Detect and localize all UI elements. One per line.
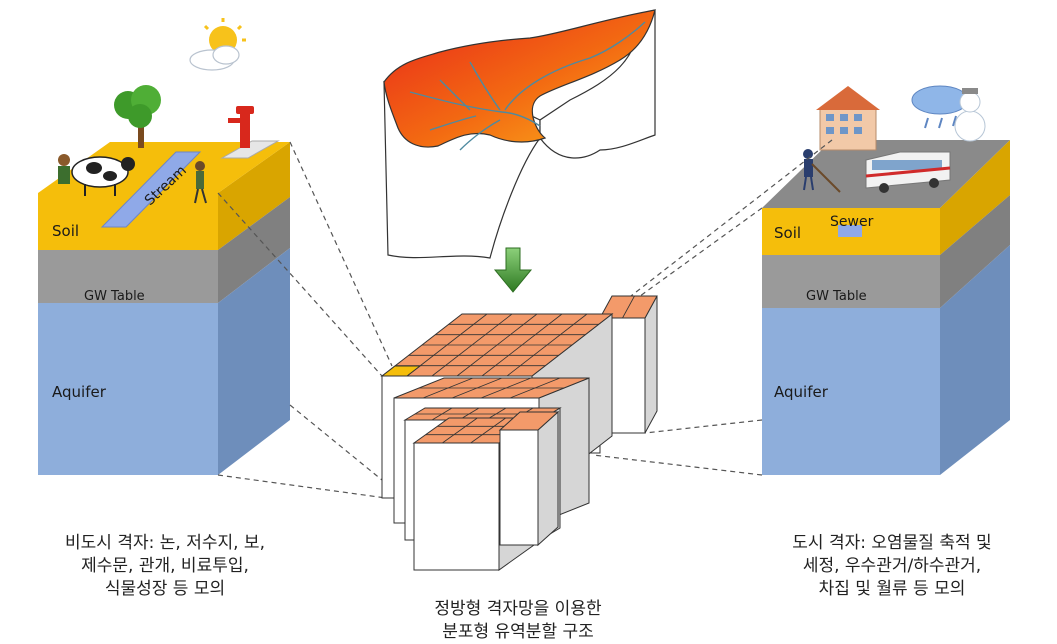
- left-caption: 비도시 격자: 논, 저수지, 보, 제수문, 관개, 비료투입, 식물성장 등…: [20, 532, 310, 601]
- grid-cell-line: [622, 295, 635, 319]
- cow-farmer-icon: [58, 154, 135, 196]
- farmer-icon: [194, 161, 207, 204]
- stream-channel: [100, 151, 202, 228]
- water-pump-icon: [220, 106, 280, 159]
- sun-cloud-icon: [189, 18, 246, 71]
- right-caption-line: 도시 격자: 오염물질 축적 및: [792, 533, 992, 553]
- right-aquifer-label: Aquifer: [774, 383, 829, 401]
- sewer-pipe: [838, 225, 862, 237]
- left-gw-layer: [38, 250, 218, 303]
- right-gw-table-label: GW Table: [806, 289, 867, 304]
- grid-cell-nonurban: [380, 365, 422, 377]
- left-caption-line: 식물성장 등 모의: [104, 579, 226, 599]
- bus-icon: [865, 151, 951, 193]
- right-aquifer-side: [940, 245, 1010, 475]
- left-aquifer-label: Aquifer: [52, 383, 107, 401]
- left-soil-label: Soil: [52, 222, 79, 240]
- snowman-cloud-icon: [911, 85, 986, 142]
- right-soil-side: [940, 140, 1010, 255]
- grid-cell-line: [470, 417, 506, 444]
- right-caption-line: 차집 및 월류 등 모의: [818, 579, 966, 599]
- center-caption-line: 정방형 격자망을 이용한: [434, 599, 602, 619]
- right-caption-line: 세정, 우수관거/하수관거,: [802, 556, 982, 576]
- grid-block-front-small-side: [537, 410, 559, 547]
- left-aquifer-layer: [38, 303, 218, 475]
- center-caption: 정방형 격자망을 이용한 분포형 유역분할 구조: [368, 598, 668, 644]
- down-arrow-icon: [493, 247, 533, 293]
- right-gw-side: [940, 195, 1010, 308]
- grid-blocks: [380, 295, 658, 571]
- right-caption: 도시 격자: 오염물질 축적 및 세정, 우수관거/하수관거, 차집 및 월류 …: [742, 532, 1042, 601]
- tree-icon: [114, 85, 161, 148]
- grid-block-front-front: [413, 442, 500, 571]
- right-soil-column: [762, 140, 1010, 475]
- catchment-surface: [383, 9, 656, 148]
- catchment-block: [383, 9, 656, 259]
- left-aquifer-side: [218, 248, 290, 475]
- sewer-label: Sewer: [830, 214, 874, 230]
- right-aquifer-layer: [762, 308, 940, 475]
- grid-block-back-right-side: [644, 295, 658, 434]
- left-caption-line: 제수문, 관개, 비료투입,: [81, 556, 249, 576]
- grid-cell-line: [442, 417, 478, 444]
- right-gw-layer: [762, 255, 940, 308]
- grid-block-front-small-top: [498, 411, 560, 431]
- building-icon: [816, 86, 880, 151]
- center-caption-line: 분포형 유역분할 구조: [442, 622, 594, 642]
- left-soil-side: [218, 142, 290, 250]
- grid-block-front-small-front: [499, 429, 539, 546]
- left-caption-line: 비도시 격자: 논, 저수지, 보,: [65, 533, 265, 553]
- left-gw-table-label: GW Table: [84, 289, 145, 304]
- right-soil-label: Soil: [774, 224, 801, 242]
- left-gw-side: [218, 197, 290, 303]
